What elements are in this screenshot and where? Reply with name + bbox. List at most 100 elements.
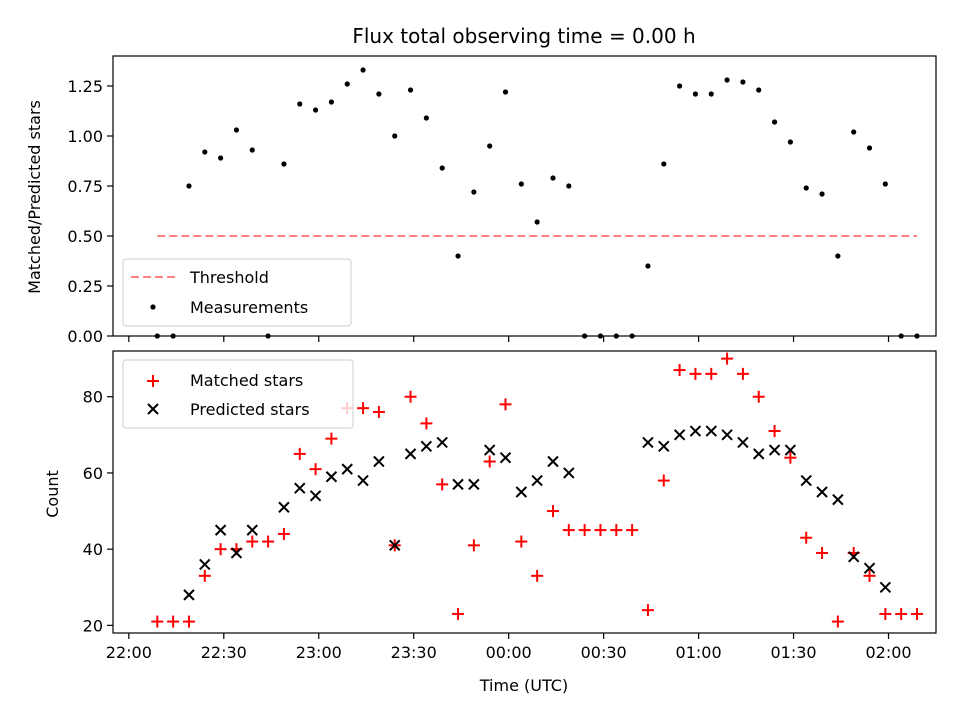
matched-star-point	[911, 607, 924, 620]
measurement-point	[851, 129, 857, 135]
matched-star-point	[404, 390, 417, 403]
predicted-star-point	[436, 436, 448, 449]
matched-star-point	[293, 447, 306, 460]
legend-predicted-label: Predicted stars	[190, 400, 310, 419]
predicted-star-point	[737, 436, 749, 449]
bottom-y-tick-label: 40	[83, 540, 103, 559]
top-y-tick-label: 0.00	[67, 327, 103, 346]
bottom-legend-box	[122, 359, 354, 429]
predicted-star-point	[389, 539, 401, 552]
measurement-point	[360, 67, 366, 73]
bottom-y-tick-label: 20	[83, 616, 103, 635]
measurement-point	[740, 79, 746, 85]
legend-matched-swatch	[147, 375, 159, 387]
matched-star-point	[483, 455, 496, 468]
measurement-point	[550, 175, 556, 181]
predicted-star-point	[658, 440, 670, 452]
bottom-legend: Matched stars Predicted stars	[122, 359, 354, 429]
predicted-star-point	[879, 581, 892, 593]
predicted-star-point	[816, 486, 828, 498]
matched-star-point	[784, 451, 797, 464]
legend-measurements-label: Measurements	[190, 298, 308, 317]
matched-star-point	[831, 615, 844, 628]
matched-star-point	[895, 607, 908, 620]
measurement-point	[297, 101, 303, 107]
legend-measurements-swatch	[150, 304, 156, 310]
predicted-star-point	[847, 551, 860, 563]
predicted-star-point	[563, 467, 575, 479]
x-tick-label: 00:00	[486, 643, 532, 662]
top-y-tick-label: 0.75	[67, 177, 103, 196]
predicted-star-point	[499, 451, 512, 464]
matched-star-point	[357, 402, 370, 415]
measurement-point	[566, 183, 572, 189]
matched-star-point	[277, 527, 290, 540]
matched-star-point	[214, 543, 227, 556]
predicted-star-point	[531, 474, 543, 487]
predicted-star-point	[483, 444, 496, 456]
matched-star-point	[610, 524, 623, 537]
measurement-point	[344, 81, 350, 87]
x-tick-label: 01:30	[771, 643, 817, 662]
measurement-point	[202, 149, 208, 155]
legend-matched-label: Matched stars	[190, 371, 303, 390]
predicted-star-point	[689, 425, 702, 437]
matched-star-point	[736, 367, 749, 380]
x-axis-label: Time (UTC)	[479, 676, 568, 695]
matched-star-point	[673, 364, 686, 377]
matched-star-point	[657, 474, 670, 487]
matched-star-point	[372, 405, 385, 418]
top-y-tick-label: 0.50	[67, 227, 103, 246]
matched-star-point	[863, 569, 876, 582]
predicted-star-point	[753, 448, 765, 460]
predicted-star-point	[515, 486, 528, 498]
matched-star-point	[467, 539, 480, 552]
predicted-star-point	[373, 455, 385, 468]
predicted-star-point	[705, 425, 717, 437]
predicted-star-point	[452, 478, 464, 491]
legend-predicted-swatch	[147, 403, 159, 415]
x-tick-label: 22:30	[201, 643, 247, 662]
matched-star-point	[515, 535, 528, 548]
predicted-star-point	[357, 474, 369, 487]
predicted-star-point	[721, 429, 733, 441]
x-tick-label: 02:00	[865, 643, 911, 662]
top-chart-title: Flux total observing time = 0.00 h	[352, 24, 695, 48]
predicted-star-point	[800, 474, 812, 487]
measurement-point	[692, 91, 699, 97]
predicted-star-point	[214, 524, 227, 536]
top-axes-frame	[112, 55, 937, 337]
matched-star-point	[689, 367, 702, 380]
measurement-point	[866, 145, 873, 151]
measurement-point	[249, 147, 255, 153]
measurement-point	[439, 165, 445, 171]
matched-star-point	[182, 615, 195, 628]
x-tick-label: 00:30	[581, 643, 627, 662]
predicted-star-point	[309, 490, 322, 502]
measurement-point	[819, 191, 825, 197]
measurement-point	[882, 181, 888, 187]
predicted-star-point	[230, 547, 243, 559]
legend-threshold-label: Threshold	[189, 268, 269, 287]
measurement-point	[455, 253, 461, 259]
measurement-point	[708, 91, 714, 97]
measurement-point	[835, 253, 841, 259]
top-plot-layer: 0.00 0.25 0.50 0.75 1.00 1.25	[67, 55, 937, 346]
measurement-point	[724, 77, 730, 83]
matched-star-point	[879, 607, 892, 620]
matched-star-point	[546, 505, 559, 518]
predicted-star-point	[294, 482, 306, 494]
measurement-point	[756, 87, 762, 93]
measurement-point	[787, 139, 793, 145]
measurement-point	[471, 189, 477, 195]
matched-star-point	[752, 390, 765, 403]
measurement-point	[312, 107, 319, 113]
matched-star-point	[198, 569, 211, 582]
matched-star-point	[594, 524, 607, 537]
measurement-point	[771, 119, 778, 125]
measurement-point	[677, 83, 683, 89]
measurement-point	[645, 263, 651, 269]
measurement-point	[186, 183, 192, 189]
top-legend-box	[122, 258, 352, 327]
x-tick-label: 22:00	[106, 643, 152, 662]
